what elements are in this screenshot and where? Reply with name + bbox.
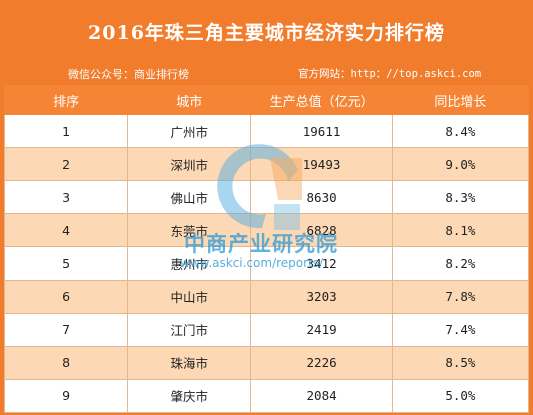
city-cell: 佛山市 [127,180,252,215]
column-header-growth: 同比增长 [391,85,530,115]
gdp-cell: 3412 [250,246,393,281]
gdp-cell: 19493 [250,147,393,182]
city-cell: 珠海市 [127,345,252,380]
city-cell: 中山市 [127,279,252,314]
city-cell: 东莞市 [127,213,252,248]
growth-cell: 9.0% [391,147,530,182]
rank-cell: 7 [3,312,129,347]
gdp-cell: 2084 [250,378,393,414]
gdp-cell: 2226 [250,345,393,380]
growth-cell: 7.8% [391,279,530,314]
city-cell: 惠州市 [127,246,252,281]
table-row: 1 广州市 19611 8.4% [3,113,530,149]
table-row: 4 东莞市 6828 8.1% [3,213,530,248]
page-title: 2016年珠三角主要城市经济实力排行榜 [88,21,445,44]
gdp-cell: 2419 [250,312,393,347]
growth-cell: 8.4% [391,113,530,149]
rank-cell: 9 [3,378,129,414]
wechat-account: 微信公众号：商业排行榜 [68,68,189,81]
city-cell: 深圳市 [127,147,252,182]
column-header-gdp: 生产总值（亿元） [250,85,393,115]
growth-cell: 5.0% [391,378,530,414]
table-row: 9 肇庆市 2084 5.0% [3,378,530,414]
ranking-table: 排序 城市 生产总值（亿元） 同比增长 1 广州市 19611 8.4% 2 深… [3,85,530,414]
table-header-row: 排序 城市 生产总值（亿元） 同比增长 [3,85,530,115]
gdp-cell: 19611 [250,113,393,149]
gdp-cell: 8630 [250,180,393,215]
growth-cell: 8.2% [391,246,530,281]
table-row: 7 江门市 2419 7.4% [3,312,530,347]
rank-cell: 6 [3,279,129,314]
table-row: 5 惠州市 3412 8.2% [3,246,530,281]
rank-cell: 3 [3,180,129,215]
table-row: 8 珠海市 2226 8.5% [3,345,530,380]
table-row: 6 中山市 3203 7.8% [3,279,530,314]
growth-cell: 8.1% [391,213,530,248]
rank-cell: 5 [3,246,129,281]
column-header-city: 城市 [127,85,252,115]
rank-cell: 1 [3,113,129,149]
city-cell: 广州市 [127,113,252,149]
source-bar: 微信公众号：商业排行榜 官方网站：http：//top.askci.com [0,62,533,84]
growth-cell: 8.5% [391,345,530,380]
city-cell: 江门市 [127,312,252,347]
table-row: 3 佛山市 8630 8.3% [3,180,530,215]
growth-cell: 8.3% [391,180,530,215]
rank-cell: 4 [3,213,129,248]
gdp-cell: 6828 [250,213,393,248]
rank-cell: 8 [3,345,129,380]
website-link: 官方网站：http：//top.askci.com [298,68,482,80]
table-row: 2 深圳市 19493 9.0% [3,147,530,182]
city-cell: 肇庆市 [127,378,252,414]
growth-cell: 7.4% [391,312,530,347]
gdp-cell: 3203 [250,279,393,314]
column-header-rank: 排序 [3,85,129,115]
rank-cell: 2 [3,147,129,182]
